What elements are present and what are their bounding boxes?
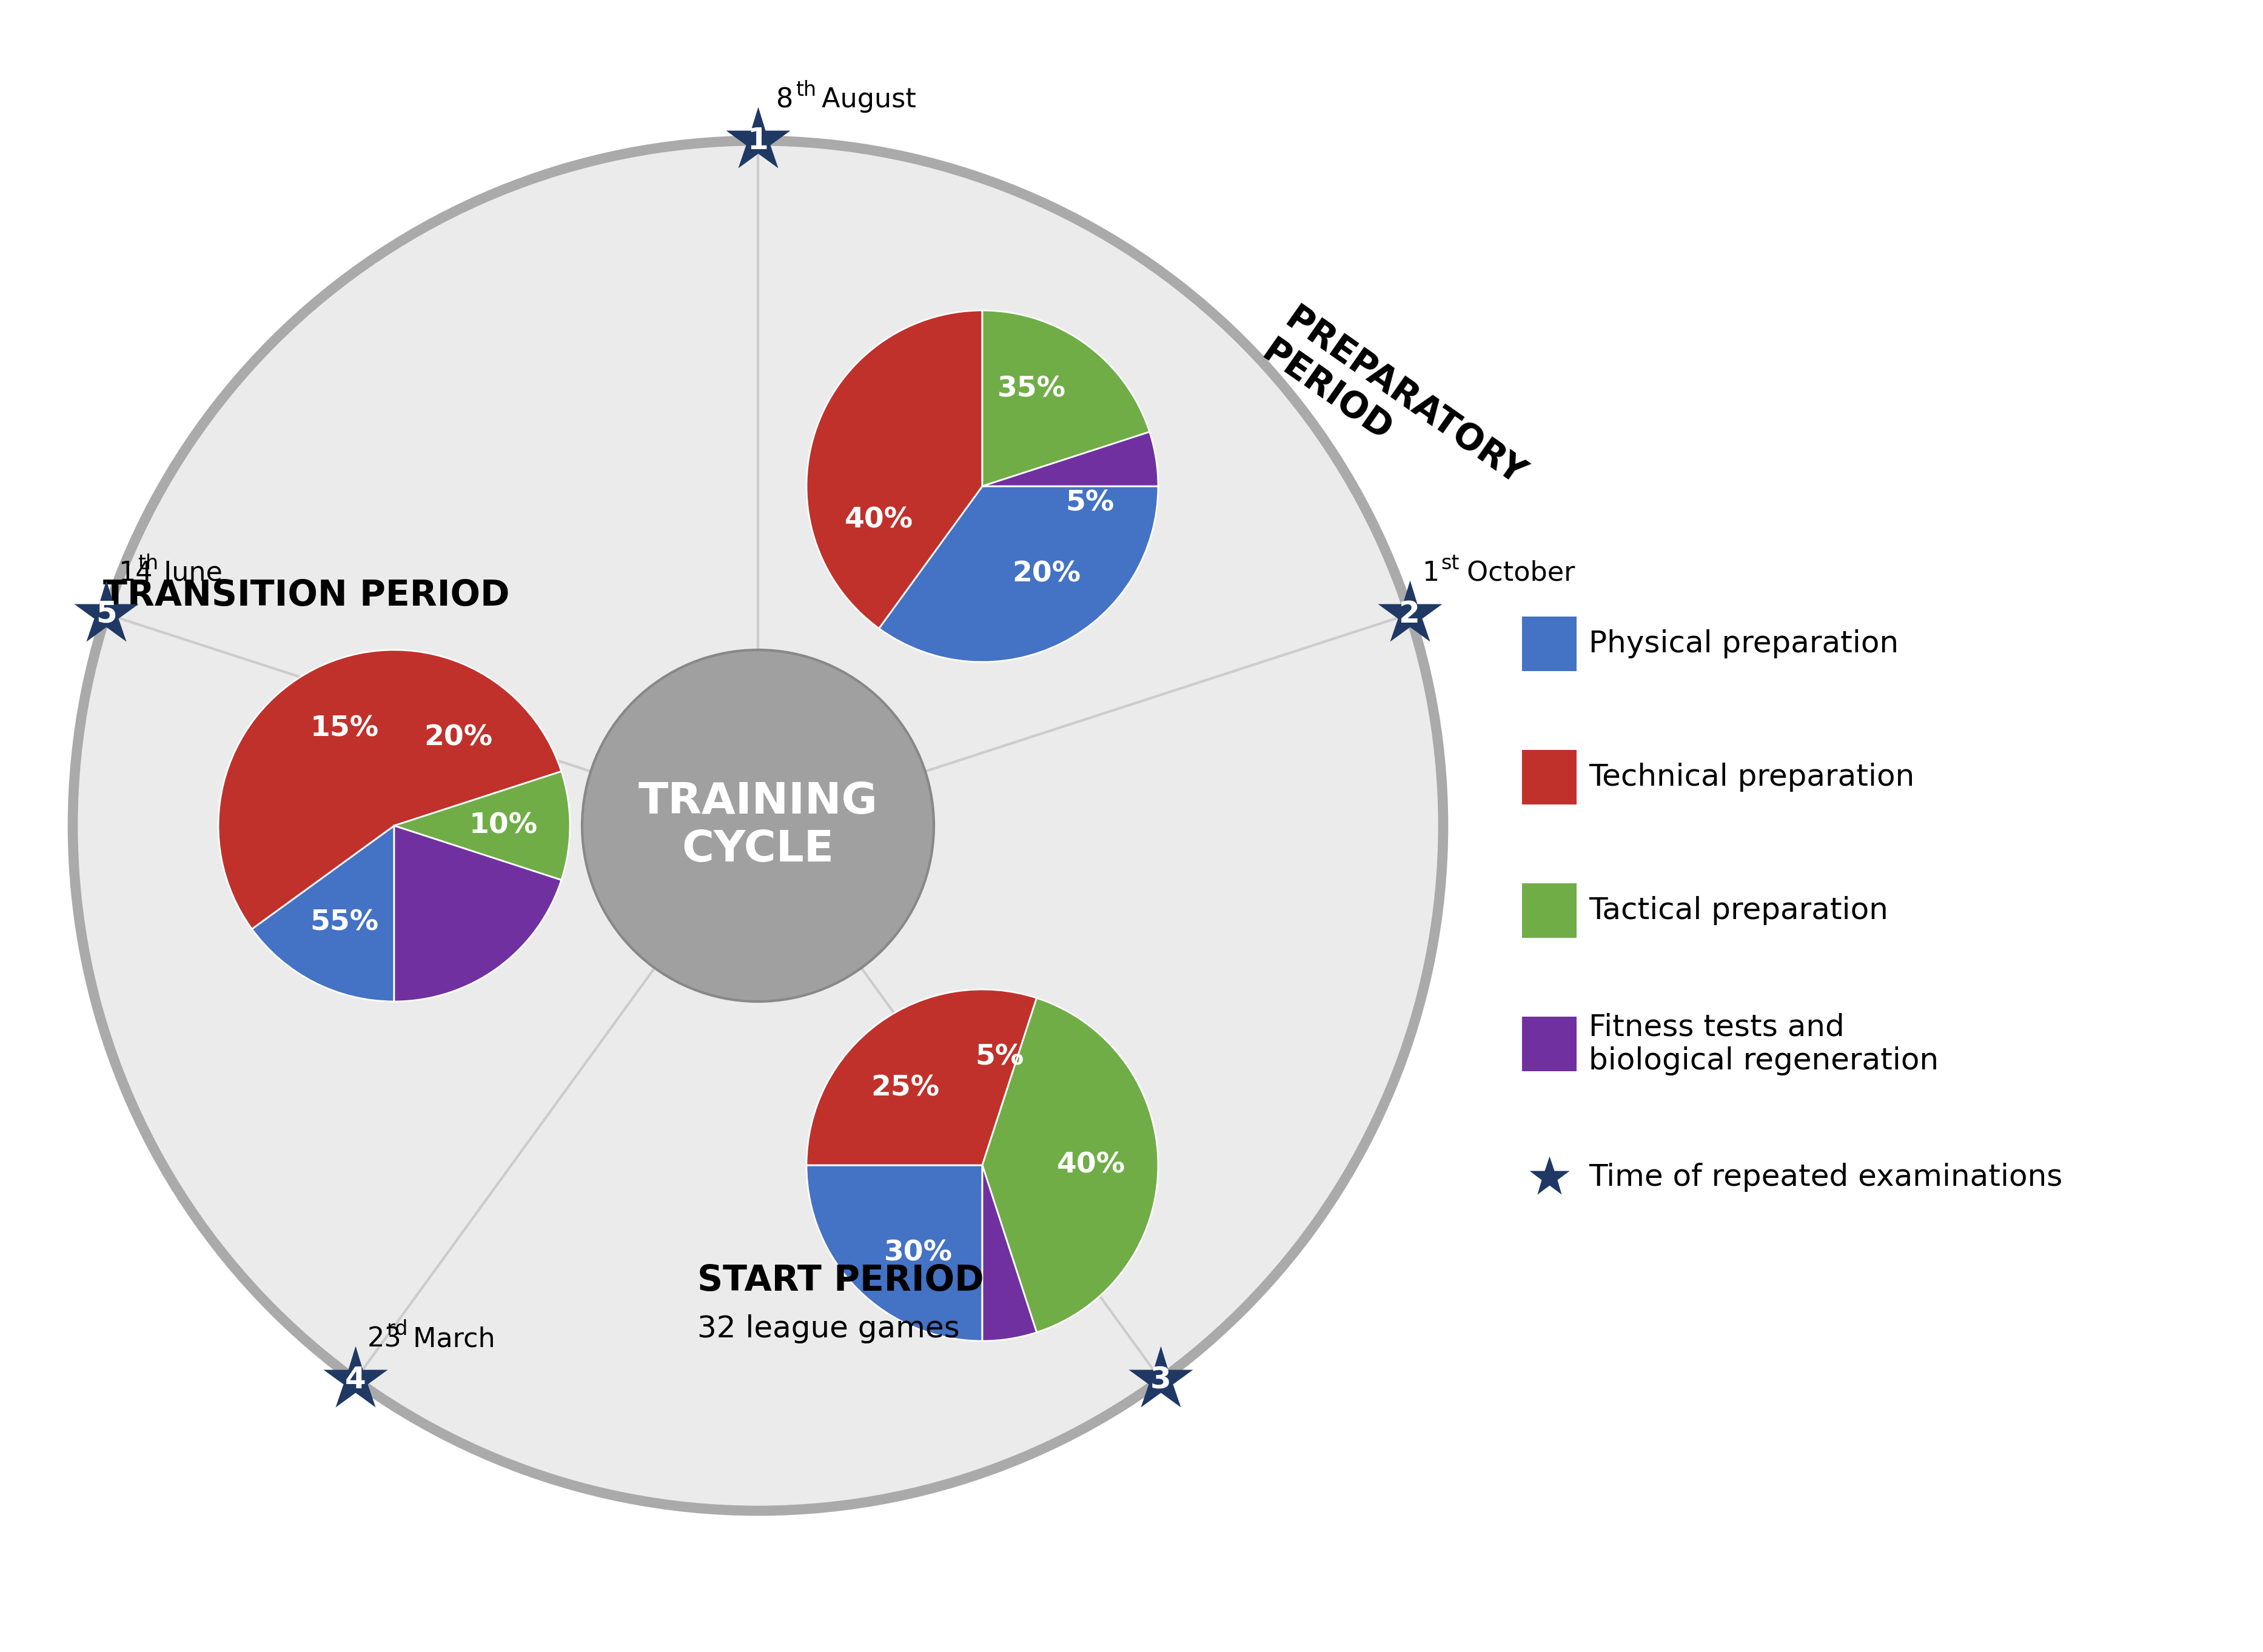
Text: Time of repeated examinations: Time of repeated examinations [1589, 1163, 2062, 1191]
Wedge shape [806, 1165, 982, 1341]
Text: 5: 5 [95, 600, 118, 628]
Text: 8: 8 [776, 86, 794, 112]
Text: 10%: 10% [468, 813, 539, 839]
Text: Physical preparation: Physical preparation [1589, 629, 1899, 659]
Wedge shape [878, 486, 1159, 662]
Text: 4: 4 [344, 1365, 367, 1394]
Wedge shape [394, 826, 561, 1001]
Wedge shape [982, 311, 1150, 486]
Bar [1523, 1016, 1577, 1070]
Bar [1523, 616, 1577, 671]
Text: TRAINING
CYCLE: TRAINING CYCLE [638, 781, 878, 871]
Text: 2: 2 [1399, 600, 1421, 628]
Text: TRANSITION PERIOD: TRANSITION PERIOD [104, 578, 509, 613]
Wedge shape [982, 998, 1159, 1333]
Wedge shape [217, 649, 561, 928]
Text: October: October [1460, 560, 1575, 586]
Wedge shape [982, 1165, 1036, 1341]
Text: 3: 3 [1150, 1365, 1172, 1394]
Wedge shape [982, 431, 1159, 486]
Text: 40%: 40% [844, 506, 912, 534]
Text: 25%: 25% [871, 1074, 939, 1102]
Circle shape [72, 140, 1444, 1510]
Wedge shape [806, 311, 982, 628]
Text: August: August [812, 86, 917, 112]
Text: 1: 1 [747, 126, 769, 155]
Text: 5%: 5% [975, 1044, 1023, 1070]
Text: 55%: 55% [310, 909, 378, 937]
Text: 15%: 15% [310, 715, 378, 742]
Text: 5%: 5% [1066, 489, 1113, 517]
Wedge shape [806, 990, 1036, 1165]
Text: 30%: 30% [885, 1239, 953, 1267]
Text: 32 league games: 32 league games [697, 1315, 960, 1343]
Wedge shape [394, 771, 570, 881]
Text: rd: rd [387, 1320, 407, 1340]
Text: th: th [138, 553, 158, 573]
Text: st: st [1442, 553, 1460, 573]
Text: 14: 14 [118, 560, 152, 586]
Text: 20%: 20% [1012, 560, 1082, 588]
Text: 20%: 20% [423, 724, 493, 752]
Text: Technical preparation: Technical preparation [1589, 763, 1914, 791]
Text: PREPARATORY
PERIOD: PREPARATORY PERIOD [1256, 301, 1532, 525]
Text: th: th [797, 79, 817, 99]
Text: March: March [405, 1327, 496, 1351]
Text: START PERIOD: START PERIOD [697, 1264, 984, 1298]
Text: 35%: 35% [998, 375, 1066, 403]
Text: June: June [156, 560, 222, 586]
Text: 23: 23 [367, 1327, 403, 1351]
Text: Fitness tests and
biological regeneration: Fitness tests and biological regeneratio… [1589, 1013, 1939, 1075]
Text: 40%: 40% [1057, 1151, 1125, 1180]
Bar [1523, 750, 1577, 805]
Circle shape [582, 649, 935, 1001]
Wedge shape [251, 826, 394, 1001]
Bar [1523, 884, 1577, 938]
Text: 1: 1 [1421, 560, 1439, 586]
Text: Tactical preparation: Tactical preparation [1589, 895, 1887, 925]
